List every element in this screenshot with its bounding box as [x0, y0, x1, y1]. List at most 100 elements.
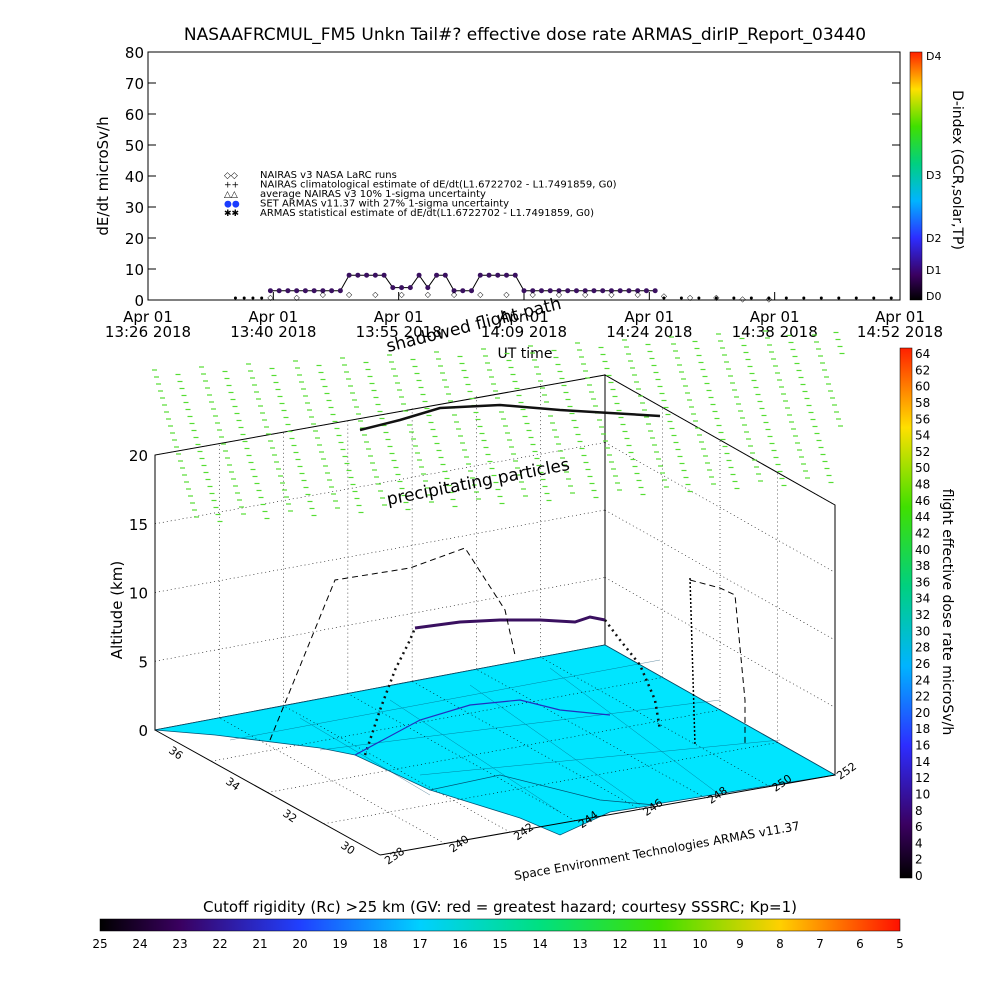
armas-point: [608, 288, 614, 294]
wall-grid-line: [154, 577, 606, 662]
dose-rate-tick: 2: [915, 853, 923, 867]
armas-point: [460, 288, 466, 294]
cutoff-tick: 24: [132, 937, 147, 951]
armas-point: [512, 272, 518, 278]
dindex-colorbar: [909, 51, 923, 301]
baseline-point: [233, 296, 237, 300]
baseline-point: [767, 296, 771, 300]
armas-point: [565, 288, 571, 294]
armas-point: [442, 272, 448, 278]
top-x-tick-time: 13:55 2018: [356, 323, 442, 341]
cutoff-tick: 5: [896, 937, 904, 951]
top-x-tick-date: Apr 01: [624, 308, 674, 326]
top-y-tick-label: 40: [125, 168, 144, 186]
top-x-tick-time: 14:09 2018: [481, 323, 567, 341]
three-d-box: shadowed flight path precipitating parti…: [108, 294, 859, 883]
cutoff-tick: 25: [92, 937, 107, 951]
cutoff-tick: 7: [816, 937, 824, 951]
dose-rate-ticks: 0246810121416182022242628303234363840424…: [915, 347, 930, 883]
latitude-ticks: 30 32 34 36: [166, 744, 357, 858]
cutoff-rigidity-ticks: 25 24 23 22 21 20 19 18 17 16 15 14 13 12 11 10 9 8 7 6 5: [92, 937, 903, 951]
dose-rate-tick: 40: [915, 543, 930, 557]
nairas-point: ◇: [267, 293, 274, 302]
dindex-tick: D0: [926, 290, 941, 303]
ground-grid-line: [283, 705, 511, 833]
armas-point: [346, 272, 352, 278]
armas-point: [521, 288, 527, 294]
top-y-tick-label: 50: [125, 137, 144, 155]
top-x-tick-date: Apr 01: [374, 308, 424, 326]
dindex-tick: D1: [926, 264, 941, 277]
ground-track: [354, 699, 611, 756]
dose-rate-tick: 30: [915, 624, 930, 638]
dose-rate-tick: 28: [915, 641, 930, 655]
land-peninsula: [428, 774, 656, 836]
cutoff-tick: 10: [692, 937, 707, 951]
armas-point: [504, 272, 510, 278]
legend-entry: NAIRAS v3 NASA LaRC runs: [260, 170, 397, 181]
nairas-point: ◇: [687, 293, 694, 302]
dose-rate-tick: 4: [915, 836, 923, 850]
legend-symbol: ++: [224, 181, 239, 191]
baseline-point: [697, 296, 701, 300]
armas-point: [617, 288, 623, 294]
armas-point: [425, 285, 431, 291]
wall-grid-line: [604, 577, 836, 708]
wall-grid-line: [604, 509, 836, 641]
dose-rate-label: flight effective dose rate microSv/h: [939, 489, 955, 735]
baseline-point: [662, 296, 666, 300]
dose-rate-tick: 24: [915, 673, 930, 687]
cutoff-tick: 6: [856, 937, 864, 951]
cutoff-tick: 15: [492, 937, 507, 951]
top-series: ◇◇◇◇◇◇◇◇◇◇◇◇◇◇◇◇◇◇◇◇: [233, 272, 893, 303]
nairas-point: ◇: [582, 290, 589, 299]
baseline-point: [714, 296, 718, 300]
wall-grid-line: [604, 374, 836, 506]
cutoff-tick: 14: [532, 937, 547, 951]
baseline-point: [251, 296, 255, 300]
dindex-tick: D4: [926, 50, 941, 63]
dose-rate-tick: 36: [915, 575, 930, 589]
armas-point: [495, 272, 501, 278]
dose-rate-tick: 60: [915, 380, 930, 394]
top-y-tick-label: 0: [134, 292, 144, 310]
front-lon-axis: [379, 774, 836, 856]
baseline-point: [679, 296, 683, 300]
nairas-point: ◇: [372, 290, 379, 299]
baseline-point: [819, 296, 823, 300]
cutoff-tick: 13: [572, 937, 587, 951]
armas-point: [399, 285, 405, 291]
altitude-tick: 10: [129, 585, 148, 603]
cutoff-tick: 23: [172, 937, 187, 951]
dose-rate-tick: 44: [915, 510, 930, 524]
armas-point: [364, 272, 370, 278]
armas-point: [355, 272, 361, 278]
legend-symbol: ✱✱: [224, 209, 239, 219]
armas-point: [302, 288, 308, 294]
armas-point: [469, 288, 475, 294]
wall-grid-line: [154, 509, 606, 593]
top-y-tick-label: 60: [125, 106, 144, 124]
top-y-tick-label: 30: [125, 199, 144, 217]
nairas-point: ◇: [661, 291, 668, 300]
longitude-tick: 252: [834, 760, 859, 783]
dindex-tick: D3: [926, 169, 941, 182]
nairas-point: ◇: [294, 293, 301, 302]
armas-point: [600, 288, 606, 294]
annotation-precipitating-particles: precipitating particles: [385, 455, 571, 510]
dose-rate-tick: 22: [915, 690, 930, 704]
ground-grid-line: [211, 677, 663, 762]
top-y-ticks: 0 10 20 30 40 50 60 70 80: [125, 44, 900, 310]
dose-rate-tick: 16: [915, 739, 930, 753]
top-x-tick-date: Apr 01: [875, 308, 925, 326]
armas-point: [652, 288, 658, 294]
dose-rate-tick: 50: [915, 461, 930, 475]
dose-rate-tick: 54: [915, 429, 930, 443]
cutoff-tick: 21: [252, 937, 267, 951]
dindex-ticks: D0 D1 D2 D3 D4: [926, 50, 941, 303]
dose-rate-tick: 58: [915, 396, 930, 410]
nairas-point: ◇: [635, 290, 642, 299]
dose-rate-tick: 10: [915, 787, 930, 801]
top-x-tick-time: 14:52 2018: [857, 323, 943, 341]
